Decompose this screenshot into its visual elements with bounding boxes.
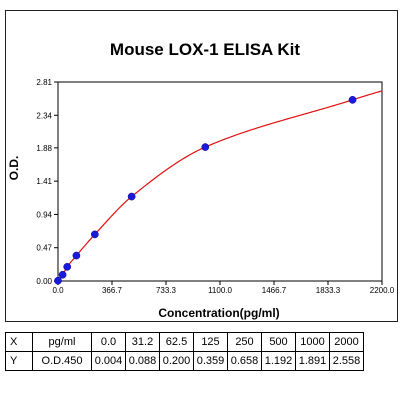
plot-border [57, 81, 383, 282]
data-point [63, 262, 72, 271]
data-point [201, 143, 210, 151]
chart-frame [5, 10, 398, 322]
chart-title: Mouse LOX-1 ELISA Kit [110, 40, 301, 59]
chart: Mouse LOX-1 ELISA Kit O.D. Concentration… [7, 40, 395, 320]
table-value-cell: 0.658 [227, 351, 262, 371]
y-tick-label: 2.34 [36, 111, 52, 120]
data-point [72, 251, 81, 260]
y-tick-label: 1.88 [36, 144, 52, 153]
table-value-cell: 0.0 [91, 332, 126, 352]
y-tick-label: 2.81 [36, 78, 52, 87]
table-unit-cell: pg/ml [32, 332, 92, 352]
table-value-cell: 250 [227, 332, 262, 352]
x-tick-label: 2200.0 [370, 286, 395, 295]
y-axis-label: O.D. [7, 156, 21, 181]
data-point [54, 276, 62, 285]
x-tick-label: 366.7 [102, 286, 123, 295]
table-value-cell: 125 [193, 332, 228, 352]
plot-area: 0.0 366.7 733.3 1100.0 1466.7 1833.3 2200.0 0.0… [36, 78, 394, 295]
table-row-label: Y [5, 351, 33, 371]
x-axis-label: Concentration(pg/ml) [158, 306, 279, 320]
y-tick-label: 0.00 [36, 277, 52, 286]
fit-curve [57, 90, 383, 282]
table-value-cell: 0.004 [91, 351, 126, 371]
data-point [127, 192, 136, 201]
table-value-cell: 0.200 [159, 351, 194, 371]
x-tick-label: 733.3 [156, 286, 177, 295]
y-tick-label: 0.47 [36, 244, 52, 253]
data-point [348, 95, 357, 104]
table-value-cell: 500 [261, 332, 296, 352]
y-tick-label: 1.41 [36, 177, 52, 186]
table-row-label: X [5, 332, 33, 352]
data-point [58, 270, 67, 279]
table-value-cell: 2.558 [329, 351, 364, 371]
data-point [90, 230, 99, 239]
x-tick-label: 1466.7 [262, 286, 287, 295]
table-value-cell: 31.2 [125, 332, 160, 352]
y-tick-label: 0.94 [36, 210, 52, 219]
table-value-cell: 0.359 [193, 351, 228, 371]
x-tick-label: 1833.3 [316, 286, 341, 295]
table-row: Y O.D.450 0.004 0.088 0.200 0.359 0.658 1.192 1.… [5, 351, 364, 371]
table-value-cell: 1.891 [295, 351, 330, 371]
x-tick-label: 0.0 [52, 286, 64, 295]
table-value-cell: 1000 [295, 332, 330, 352]
table-value-cell: 62.5 [159, 332, 194, 352]
table-unit-cell: O.D.450 [32, 351, 92, 371]
table-value-cell: 0.088 [125, 351, 160, 371]
x-tick-label: 1100.0 [208, 286, 232, 295]
table-value-cell: 1.192 [261, 351, 296, 371]
table-value-cell: 2000 [329, 332, 364, 352]
